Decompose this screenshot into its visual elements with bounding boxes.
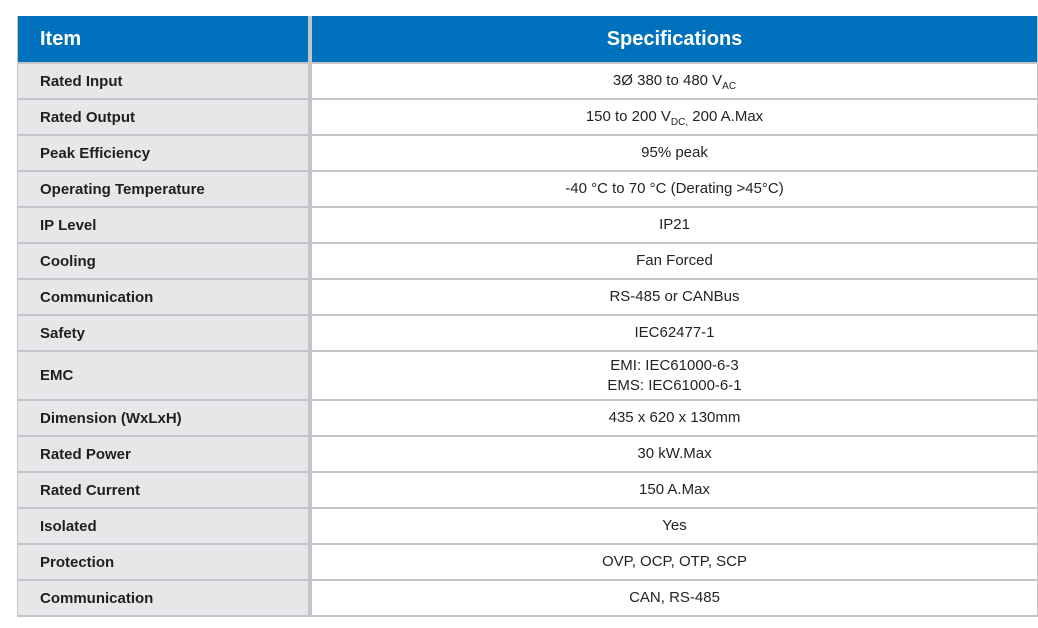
specification-value: IEC62477-1	[312, 314, 1037, 350]
table-row: Communication CAN, RS-485	[18, 579, 1037, 615]
specifications-table: Item Specifications Rated Input 3Ø 380 t…	[17, 16, 1038, 617]
specification-value: OVP, OCP, OTP, SCP	[312, 543, 1037, 579]
item-label: Peak Efficiency	[18, 134, 312, 170]
table-row: Protection OVP, OCP, OTP, SCP	[18, 543, 1037, 579]
specification-value: Yes	[312, 507, 1037, 543]
item-label: Safety	[18, 314, 312, 350]
table-row: Cooling Fan Forced	[18, 242, 1037, 278]
table-row: Safety IEC62477-1	[18, 314, 1037, 350]
item-label: Cooling	[18, 242, 312, 278]
specification-value: EMI: IEC61000-6-3 EMS: IEC61000-6-1	[312, 350, 1037, 399]
item-label: Communication	[18, 278, 312, 314]
item-label: Rated Power	[18, 435, 312, 471]
item-label: EMC	[18, 350, 312, 399]
table-row: Operating Temperature -40 °C to 70 °C (D…	[18, 170, 1037, 206]
item-label: Dimension (WxLxH)	[18, 399, 312, 435]
specification-value: -40 °C to 70 °C (Derating >45°C)	[312, 170, 1037, 206]
item-label: Protection	[18, 543, 312, 579]
table-row: Peak Efficiency 95% peak	[18, 134, 1037, 170]
table-row: Communication RS-485 or CANBus	[18, 278, 1037, 314]
table-header-row: Item Specifications	[18, 16, 1037, 62]
table-row: IP Level IP21	[18, 206, 1037, 242]
item-label: Rated Input	[18, 62, 312, 98]
table-row: Rated Input 3Ø 380 to 480 VAC	[18, 62, 1037, 98]
table-row: Rated Output 150 to 200 VDC, 200 A.Max	[18, 98, 1037, 134]
specification-value: 3Ø 380 to 480 VAC	[312, 62, 1037, 98]
specification-value: Fan Forced	[312, 242, 1037, 278]
item-label: IP Level	[18, 206, 312, 242]
item-label: Rated Current	[18, 471, 312, 507]
specification-value: 30 kW.Max	[312, 435, 1037, 471]
specification-value: 150 A.Max	[312, 471, 1037, 507]
specification-value: CAN, RS-485	[312, 579, 1037, 615]
specifications-column-header: Specifications	[312, 16, 1037, 62]
table-body: Rated Input 3Ø 380 to 480 VAC Rated Outp…	[18, 62, 1037, 615]
item-column-header: Item	[18, 16, 312, 62]
item-label: Rated Output	[18, 98, 312, 134]
specification-value: 150 to 200 VDC, 200 A.Max	[312, 98, 1037, 134]
specification-value: 95% peak	[312, 134, 1037, 170]
table-row: Rated Current 150 A.Max	[18, 471, 1037, 507]
specification-value: IP21	[312, 206, 1037, 242]
specification-value: RS-485 or CANBus	[312, 278, 1037, 314]
table-row: Isolated Yes	[18, 507, 1037, 543]
item-label: Operating Temperature	[18, 170, 312, 206]
table-row: Dimension (WxLxH) 435 x 620 x 130mm	[18, 399, 1037, 435]
specification-value: 435 x 620 x 130mm	[312, 399, 1037, 435]
table-row: Rated Power 30 kW.Max	[18, 435, 1037, 471]
item-label: Isolated	[18, 507, 312, 543]
item-label: Communication	[18, 579, 312, 615]
table-row: EMC EMI: IEC61000-6-3 EMS: IEC61000-6-1	[18, 350, 1037, 399]
